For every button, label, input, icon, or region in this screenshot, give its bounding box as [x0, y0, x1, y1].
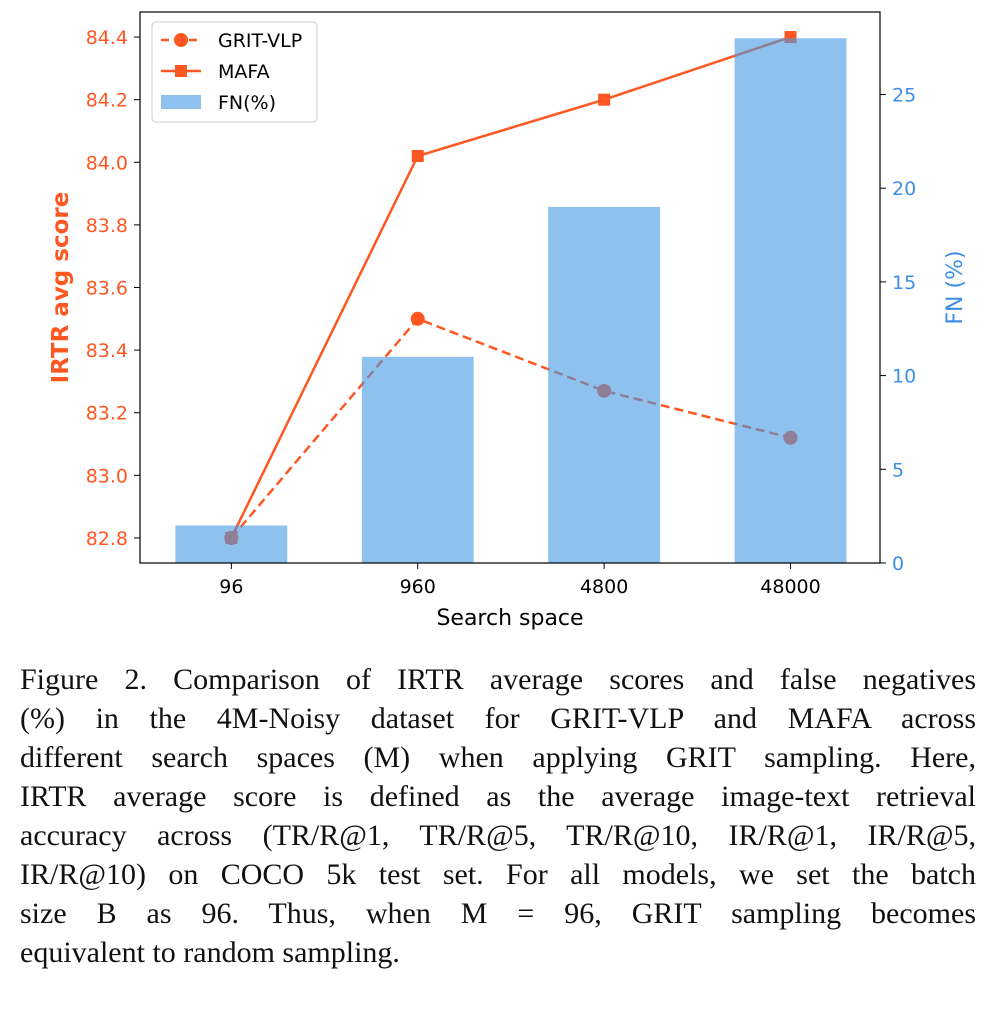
- legend-label: MAFA: [218, 61, 270, 83]
- caption-line: equivalent to random sampling.: [20, 936, 400, 969]
- y-right-tick-label: 0: [892, 553, 904, 575]
- y-left-tick-label: 83.0: [86, 465, 128, 487]
- y-right-tick-label: 10: [892, 366, 916, 388]
- caption-line: accuracy across (TR/R@1, TR/R@5, TR/R@10…: [20, 819, 976, 852]
- figure-caption: Figure 2. Comparison of IRTR average sco…: [20, 660, 976, 972]
- y-right-tick-label: 25: [892, 84, 916, 106]
- y-right-tick-label: 5: [892, 459, 904, 481]
- y-right-tick-label: 15: [892, 272, 916, 294]
- legend-grit-vlp-marker: [174, 33, 188, 47]
- x-tick-label: 48000: [760, 576, 820, 598]
- caption-line: (%) in the 4M-Noisy dataset for GRIT-VLP…: [20, 702, 976, 735]
- fn-bar: [734, 38, 847, 563]
- y-left-tick-label: 84.2: [86, 90, 128, 112]
- legend-label: GRIT-VLP: [218, 30, 302, 52]
- caption-line: Figure 2. Comparison of IRTR average sco…: [20, 663, 976, 696]
- x-tick-label: 960: [400, 576, 436, 598]
- y-left-tick-label: 84.4: [86, 27, 128, 49]
- fn-bar: [175, 525, 288, 563]
- y-left-tick-label: 84.0: [86, 152, 128, 174]
- y-left-tick-label: 83.4: [86, 340, 128, 362]
- caption-line: size B as 96. Thus, when M = 96, GRIT sa…: [20, 897, 976, 930]
- mafa-line: [230, 35, 791, 539]
- x-tick-label: 96: [219, 576, 243, 598]
- grit-vlp-marker: [410, 311, 425, 326]
- caption-line: IRTR average score is defined as the ave…: [20, 780, 976, 813]
- mafa-marker: [411, 150, 424, 163]
- chart: 96 960 4800 48000 Search space 82.8 83.0 83.2 83…: [48, 11, 968, 631]
- y-right-axis-label: FN (%): [943, 250, 968, 324]
- legend-fn-swatch: [161, 95, 201, 109]
- y-left-tick-label: 83.6: [86, 278, 128, 300]
- fn-bar: [361, 356, 474, 563]
- x-tick-label: 4800: [580, 576, 628, 598]
- grit-vlp-line: [230, 317, 791, 539]
- caption-line: IR/R@10) on COCO 5k test set. For all mo…: [20, 858, 976, 891]
- fn-bar: [548, 206, 661, 563]
- caption-line: different search spaces (M) when applyin…: [20, 741, 976, 774]
- legend-label: FN(%): [218, 92, 276, 114]
- y-right-tick-label: 20: [892, 178, 916, 200]
- y-left-tick-label: 82.8: [86, 528, 128, 550]
- mafa-marker: [598, 93, 611, 106]
- y-left-tick-label: 83.2: [86, 403, 128, 425]
- y-left-tick-label: 83.8: [86, 215, 128, 237]
- x-axis-label: Search space: [436, 606, 583, 631]
- legend-mafa-marker: [175, 65, 187, 77]
- y-left-axis-label: IRTR avg score: [48, 192, 74, 384]
